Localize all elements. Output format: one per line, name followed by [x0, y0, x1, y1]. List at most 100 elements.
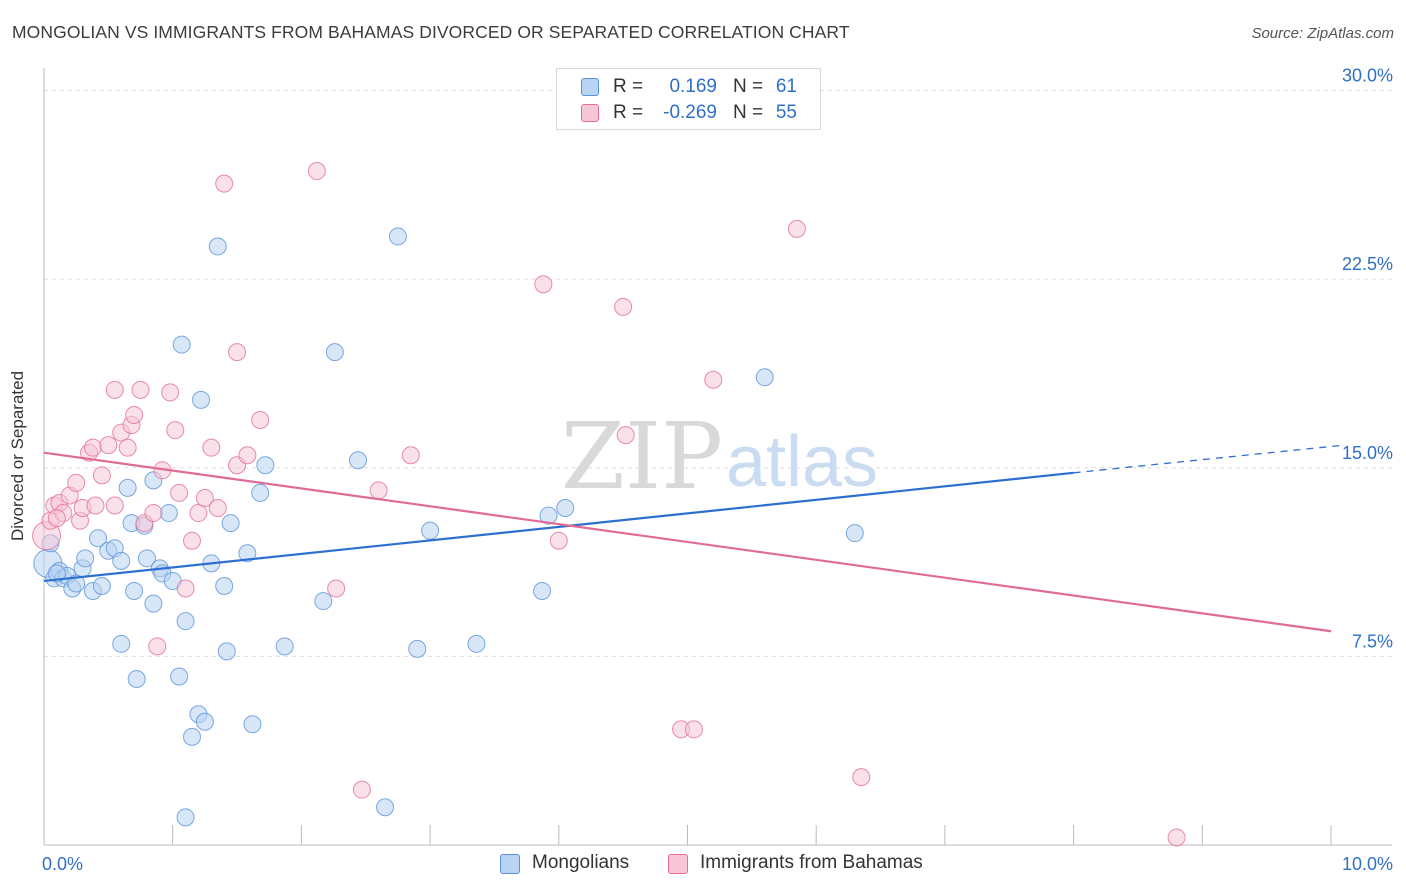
- data-point: [83, 438, 102, 457]
- data-point: [131, 380, 150, 399]
- data-point: [704, 370, 723, 389]
- data-point: [352, 780, 371, 799]
- data-point: [170, 483, 189, 502]
- data-point: [176, 579, 195, 598]
- data-point: [616, 426, 635, 445]
- data-point: [614, 297, 633, 316]
- series-legend-mongolians[interactable]: Mongolians: [500, 852, 660, 876]
- data-point: [125, 405, 144, 424]
- legend-n-value: 61: [775, 76, 797, 97]
- data-point: [549, 531, 568, 550]
- data-point: [539, 506, 558, 525]
- data-point: [161, 383, 180, 402]
- data-point: [408, 639, 427, 658]
- legend-n-label: N =: [733, 102, 764, 123]
- data-point: [388, 227, 407, 246]
- series-legend-bahamas[interactable]: Immigrants from Bahamas: [668, 852, 958, 876]
- data-point: [112, 634, 131, 653]
- data-point: [215, 576, 234, 595]
- series-points-mongolians: [33, 227, 864, 827]
- data-point: [845, 524, 864, 543]
- x-tick-label: 0.0%: [42, 854, 83, 874]
- y-axis-label: Divorced or Separated: [8, 370, 27, 542]
- data-point: [238, 544, 257, 563]
- data-point: [148, 637, 167, 656]
- data-point: [195, 488, 214, 507]
- data-point: [105, 380, 124, 399]
- series-label-mongolians: Mongolians: [532, 852, 630, 873]
- data-point: [327, 579, 346, 598]
- legend-row-mongolians: R = 0.169 N = 61: [557, 75, 820, 101]
- data-point: [314, 592, 333, 611]
- data-point: [369, 481, 388, 500]
- legend-row-bahamas: R = -0.269 N = 55: [557, 101, 820, 127]
- data-point: [215, 174, 234, 193]
- data-point: [172, 335, 191, 354]
- data-point: [208, 237, 227, 256]
- data-point: [112, 551, 131, 570]
- data-point: [401, 446, 420, 465]
- data-point: [159, 504, 178, 523]
- data-points: [32, 162, 1186, 847]
- data-point: [534, 275, 553, 294]
- data-point: [125, 582, 144, 601]
- watermark-atlas: atlas: [726, 422, 878, 502]
- data-point: [202, 438, 221, 457]
- data-point: [467, 634, 486, 653]
- chart-title: MONGOLIAN VS IMMIGRANTS FROM BAHAMAS DIV…: [12, 22, 850, 42]
- data-point: [67, 574, 86, 593]
- y-tick-label: 7.5%: [1352, 631, 1393, 651]
- data-point: [787, 219, 806, 238]
- trend-line-bahamas: [43, 451, 1332, 633]
- data-point: [137, 549, 156, 568]
- legend-r-label: R =: [613, 102, 644, 123]
- series-points-bahamas: [32, 162, 1186, 847]
- legend-r-value: 0.169: [669, 76, 717, 97]
- data-point: [86, 496, 105, 515]
- data-point: [189, 504, 208, 523]
- data-point: [127, 670, 146, 689]
- data-point: [144, 504, 163, 523]
- data-point: [251, 411, 270, 430]
- trend-line-extension: [1073, 444, 1344, 474]
- data-point: [92, 576, 111, 595]
- axes: [43, 68, 1392, 846]
- data-point: [533, 582, 552, 601]
- data-point: [192, 390, 211, 409]
- data-point: [195, 712, 214, 731]
- data-point: [92, 466, 111, 485]
- series-label-bahamas: Immigrants from Bahamas: [700, 852, 923, 873]
- data-point: [47, 564, 66, 583]
- data-point: [238, 446, 257, 465]
- tick-labels: 7.5% 15.0% 22.5% 30.0% 0.0% 10.0%: [42, 66, 1393, 874]
- y-tick-label: 30.0%: [1342, 66, 1393, 86]
- data-point: [47, 509, 66, 528]
- data-point: [256, 456, 275, 475]
- legend-r-label: R =: [613, 76, 644, 97]
- data-point: [208, 499, 227, 518]
- series-swatch-bahamas: [668, 854, 688, 874]
- data-point: [275, 637, 294, 656]
- data-point: [221, 514, 240, 533]
- data-point: [166, 421, 185, 440]
- data-point: [325, 343, 344, 362]
- legend-swatch-mongolians: [581, 78, 599, 96]
- trend-line-mongolians: [43, 471, 1074, 583]
- data-point: [118, 478, 137, 497]
- data-point: [243, 715, 262, 734]
- data-point: [217, 642, 236, 661]
- legend-n-label: N =: [733, 76, 764, 97]
- data-point: [421, 521, 440, 540]
- data-point: [176, 612, 195, 631]
- y-tick-label: 15.0%: [1342, 443, 1393, 463]
- y-tick-label: 22.5%: [1342, 254, 1393, 274]
- data-point: [1167, 828, 1186, 847]
- watermark-zip: ZIP: [561, 403, 723, 510]
- data-point: [170, 667, 189, 686]
- x-tick-label: 10.0%: [1342, 854, 1393, 874]
- chart-source: Source: ZipAtlas.com: [1251, 25, 1394, 42]
- data-point: [89, 529, 108, 548]
- data-point: [376, 798, 395, 817]
- data-point: [144, 594, 163, 613]
